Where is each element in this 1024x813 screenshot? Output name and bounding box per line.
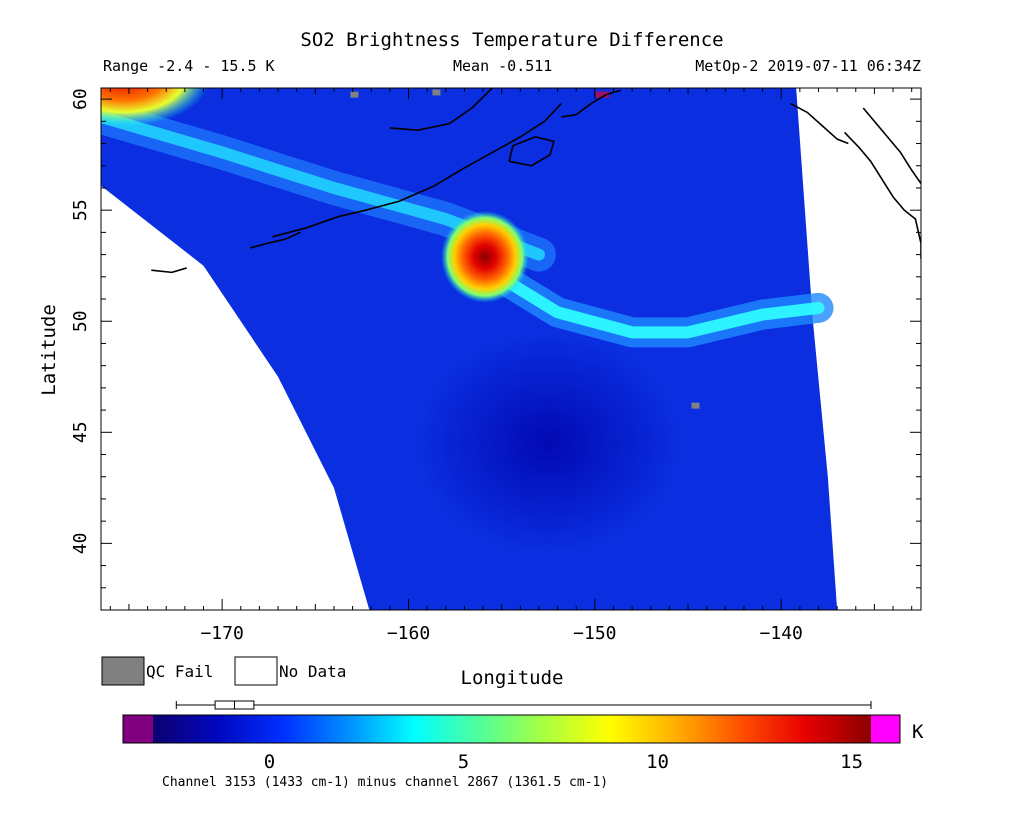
coastline-kodiak [508, 136, 555, 167]
coastline-kenai [561, 89, 622, 118]
low-value-region [418, 333, 679, 554]
footnote: Channel 3153 (1433 cm-1) minus channel 2… [162, 775, 608, 790]
colorbar-frame [122, 714, 901, 744]
legend-label-qc-fail: QC Fail [146, 662, 213, 681]
mean-label: Mean -0.511 [453, 57, 552, 75]
x-tick-label: −160 [387, 623, 430, 644]
y-tick-label: 40 [70, 533, 91, 555]
coastline-western-aleutians [151, 267, 187, 274]
coastline-fox-islands [249, 231, 301, 249]
plot-frame [100, 87, 922, 611]
qc-fail-pixel [350, 91, 359, 98]
y-axis-label: Latitude [38, 304, 60, 396]
so2-plume-hotspot [440, 210, 529, 303]
colorbar-underflow [123, 715, 153, 743]
y-tick-label: 60 [70, 88, 91, 110]
coastline-southeast-alaska [844, 131, 921, 260]
colorbar-tick-label: 5 [458, 751, 469, 773]
y-tick-label: 55 [70, 199, 91, 221]
x-tick-label: −170 [200, 623, 243, 644]
satellite-time-label: MetOp-2 2019-07-11 06:34Z [695, 57, 921, 75]
colorbar-gradient [153, 715, 871, 743]
colorbar-unit: K [912, 721, 924, 743]
coastline-bristol-bay [389, 88, 493, 132]
colorbar-tick-label: 10 [646, 751, 669, 773]
plume-band-inner [486, 266, 825, 339]
colorbar-overflow [871, 715, 900, 743]
x-tick-label: −150 [573, 623, 616, 644]
coastline-alaska-peninsula [272, 102, 562, 238]
colorbar-tick-label: 15 [840, 751, 863, 773]
legend-swatch-qc-fail [101, 656, 145, 686]
coastline-gulf-east [790, 102, 849, 145]
range-label: Range -2.4 - 15.5 K [103, 57, 275, 75]
qc-fail-pixel [432, 89, 441, 96]
high-value-pixel [595, 91, 610, 98]
colorbar-tick-label: 0 [264, 751, 275, 773]
qc-fail-pixel [691, 402, 700, 409]
y-tick-label: 50 [70, 310, 91, 332]
coastline-inside-passage [862, 107, 921, 184]
x-tick-label: −140 [760, 623, 803, 644]
legend-label-no-data: No Data [279, 662, 346, 681]
corner-hotspot [101, 88, 211, 135]
chart-title: SO2 Brightness Temperature Difference [300, 29, 723, 51]
legend-swatch-no-data [234, 656, 278, 686]
x-axis-label: Longitude [461, 667, 564, 689]
y-tick-label: 45 [70, 421, 91, 443]
